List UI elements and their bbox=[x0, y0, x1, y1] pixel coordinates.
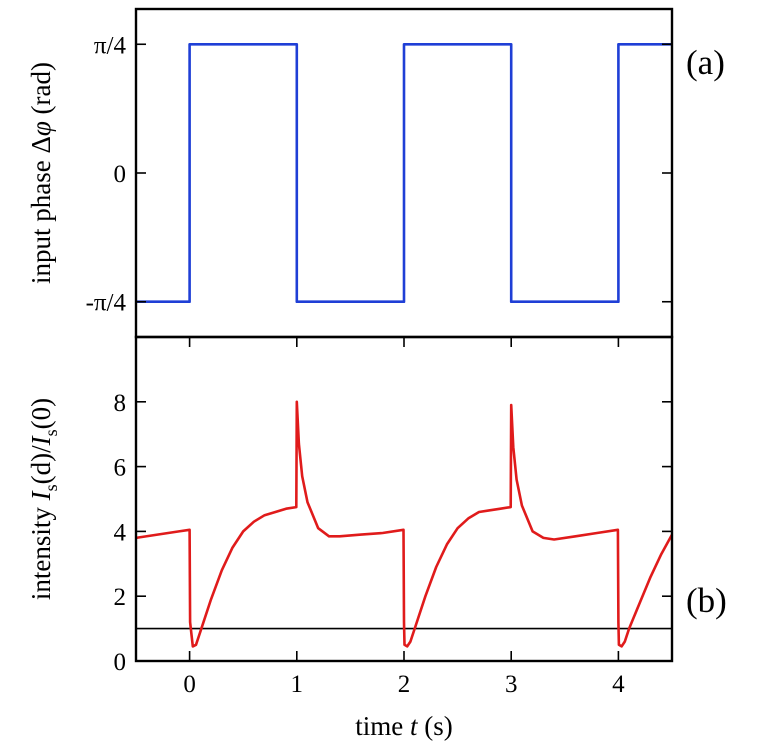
panel-a-y-tick-label-2: -π/4 bbox=[86, 290, 127, 317]
panel-a-y-axis-label: input phase Δφ (rad) bbox=[26, 62, 56, 284]
panel-a-y-ticks: π/4 0 -π/4 bbox=[86, 32, 672, 317]
panel-b-y-tick-label-3: 6 bbox=[114, 455, 127, 482]
panel-b-y-axis-label: intensity Is(d)/Is(0) bbox=[26, 398, 61, 600]
panel-a-y-tick-label-1: 0 bbox=[114, 161, 127, 188]
panel-a-y-tick-label-0: π/4 bbox=[94, 32, 127, 59]
panel-a-phase: π/4 0 -π/4 input phase Δφ (rad) (a) bbox=[26, 7, 725, 339]
panel-a-series-line-0 bbox=[136, 43, 672, 303]
panel-b-plot-area bbox=[135, 400, 674, 648]
panel-b-x-tick-label-1: 1 bbox=[291, 671, 304, 698]
panel-b-x-tick-label-2: 2 bbox=[398, 671, 411, 698]
panel-b-x-tick-label-0: 0 bbox=[183, 671, 196, 698]
panel-b-x-ticks: 0 1 2 3 4 bbox=[183, 337, 625, 698]
panel-b-y-ticks: 0 2 4 6 8 bbox=[114, 390, 672, 676]
panel-b-y-tick-label-4: 8 bbox=[114, 390, 127, 417]
panel-b-y-tick-label-0: 0 bbox=[114, 649, 127, 676]
panel-b-label: (b) bbox=[686, 581, 727, 620]
panel-a-label: (a) bbox=[686, 43, 725, 82]
panel-b-x-tick-label-3: 3 bbox=[505, 671, 518, 698]
panel-b-intensity: 0 1 2 3 4 0 2 4 6 8 intensity Is(d)/Is(0) time t… bbox=[26, 335, 727, 741]
panel-b-x-tick-label-4: 4 bbox=[612, 671, 625, 698]
panel-b-series-line-0 bbox=[135, 400, 674, 648]
panel-b-y-tick-label-2: 4 bbox=[114, 519, 127, 546]
panel-b-y-tick-label-1: 2 bbox=[114, 584, 127, 611]
panel-b-x-axis-label: time t (s) bbox=[355, 711, 453, 741]
panel-a-plot-area bbox=[136, 43, 672, 303]
